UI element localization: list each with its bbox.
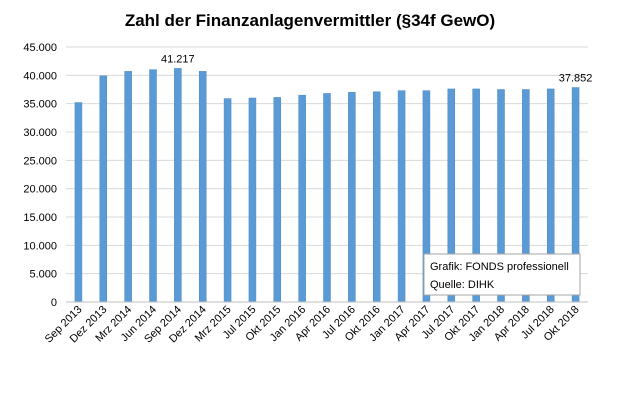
bar: [74, 102, 83, 303]
y-tick-labels: 0 5.000 10.000 15.000 20.000 25.000 30.000 35.0…: [23, 42, 57, 309]
data-label: 41.217: [161, 53, 195, 65]
y-tick-label: 25.000: [23, 155, 57, 167]
y-tick-label: 10.000: [23, 240, 57, 252]
y-tick-label: 35.000: [23, 99, 57, 111]
bar: [198, 71, 207, 303]
y-tick-label: 40.000: [23, 70, 57, 82]
bar: [149, 69, 157, 303]
source-credit-graphic: Grafik: FONDS professionell: [430, 261, 569, 273]
bars-layer: [74, 68, 580, 303]
data-labels: 41.217 37.852: [161, 53, 592, 84]
source-box: Grafik: FONDS professionell Quelle: DIHK: [423, 253, 581, 296]
bar: [298, 94, 306, 303]
bar: [124, 71, 132, 303]
bar: [348, 92, 356, 303]
y-tick-label: 30.000: [23, 127, 57, 139]
bar: [223, 98, 232, 303]
bar: [397, 90, 406, 303]
y-tick-label: 0: [51, 297, 57, 309]
source-box-frame: [423, 253, 581, 296]
y-tick-label: 15.000: [23, 212, 57, 224]
y-tick-label: 45.000: [23, 42, 57, 54]
bar: [273, 97, 282, 303]
bar: [323, 93, 331, 303]
bar: [99, 75, 108, 303]
bar: [248, 97, 257, 303]
data-label: 37.852: [559, 73, 593, 85]
y-tick-label: 20.000: [23, 184, 57, 196]
source-credit-origin: Quelle: DIHK: [430, 279, 495, 291]
y-tick-label: 5.000: [29, 269, 57, 281]
bar: [372, 91, 381, 303]
bar: [174, 68, 182, 303]
chart-title: Zahl der Finanzanlagenvermittler (§34f G…: [125, 11, 495, 30]
